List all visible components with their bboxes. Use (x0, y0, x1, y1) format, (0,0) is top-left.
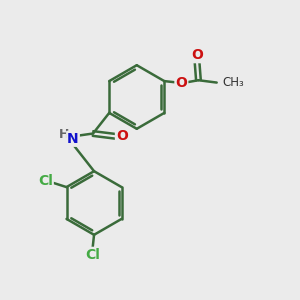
Text: O: O (116, 130, 128, 143)
Text: Cl: Cl (38, 174, 53, 188)
Text: O: O (191, 48, 203, 62)
Text: Cl: Cl (85, 248, 100, 262)
Text: CH₃: CH₃ (222, 76, 244, 89)
Text: H: H (58, 128, 69, 141)
Text: N: N (67, 132, 79, 146)
Text: O: O (176, 76, 187, 90)
